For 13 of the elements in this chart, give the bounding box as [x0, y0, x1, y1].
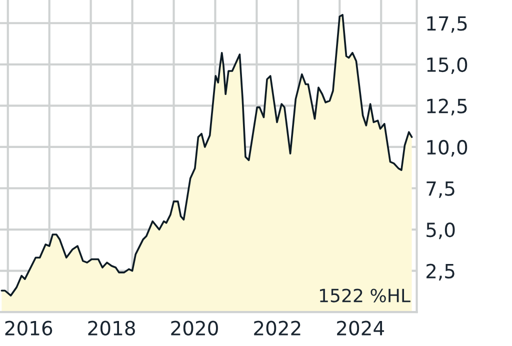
x-tick-label: 2022 — [254, 320, 300, 336]
x-tick-label: 2018 — [88, 320, 135, 336]
x-tick-label: 2020 — [171, 320, 218, 336]
x-tick-label: 2024 — [337, 320, 384, 336]
y-tick-label: 10,0 — [427, 140, 468, 157]
y-tick-label: 7,5 — [426, 181, 454, 198]
y-tick-label: 2,5 — [426, 264, 454, 280]
y-tick-label: 15,0 — [427, 57, 468, 74]
y-tick-label: 5,0 — [426, 222, 455, 240]
y-tick-label: 17,5 — [427, 16, 467, 33]
x-tick-label: 2016 — [5, 320, 52, 336]
y-tick-label: 12,5 — [427, 98, 467, 116]
annotation: 1522 %HL — [320, 288, 410, 302]
